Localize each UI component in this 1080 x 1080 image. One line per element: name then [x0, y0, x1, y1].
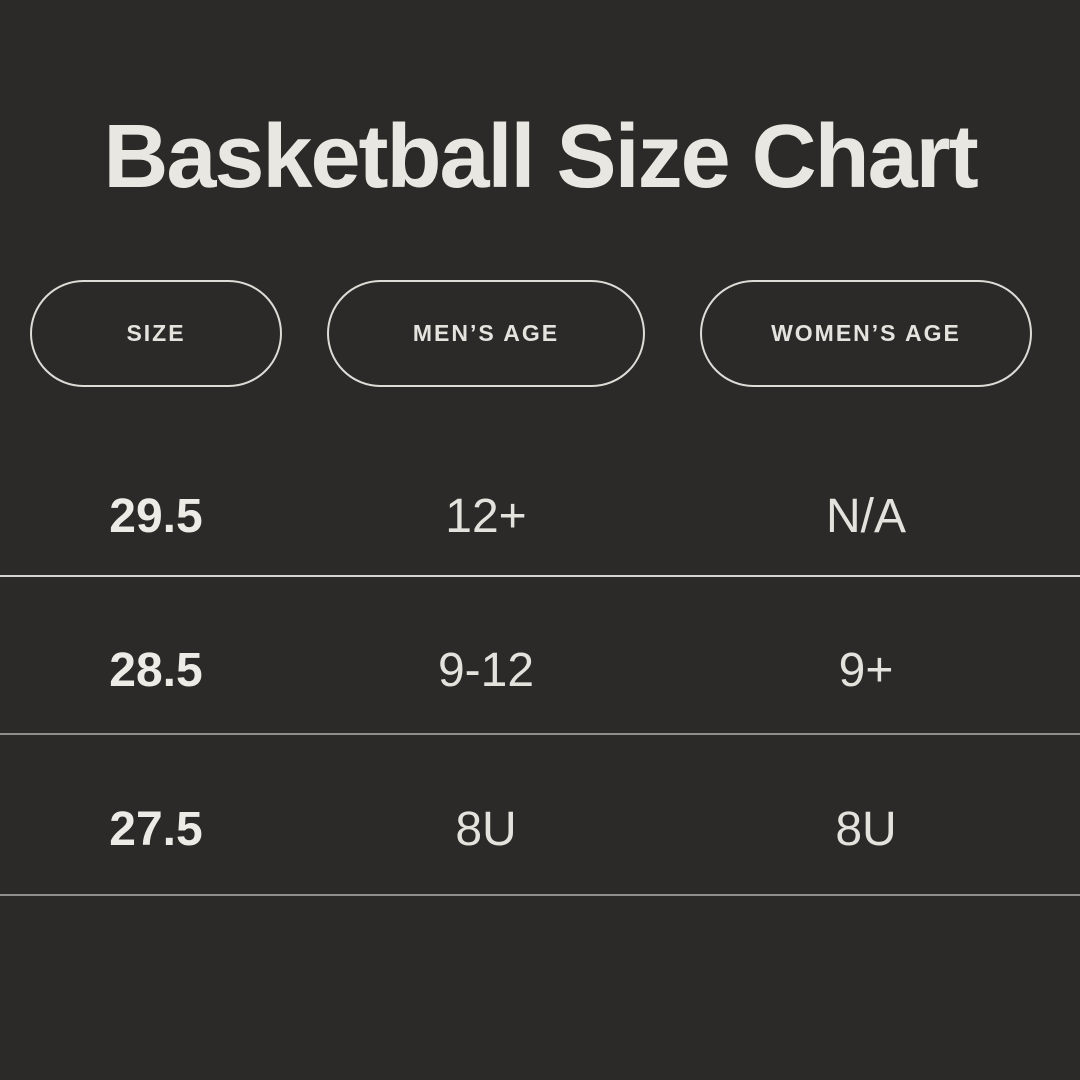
- cell-size: 29.5: [109, 489, 203, 543]
- cell-mens-age: 12+: [445, 489, 527, 543]
- header-label-womens-age: WOMEN’S AGE: [771, 320, 961, 346]
- header-label-mens-age: MEN’S AGE: [412, 320, 560, 346]
- header-pill-womens-age: WOMEN’S AGE: [700, 280, 1032, 387]
- cell-size: 28.5: [109, 643, 203, 697]
- table-header-row: SIZE MEN’S AGE WOMEN’S AGE: [0, 280, 1080, 387]
- cell-mens-age: 9-12: [437, 643, 535, 697]
- table-row: 29.5 12+ N/A: [0, 387, 1080, 577]
- header-pill-size: SIZE: [30, 280, 282, 387]
- cell-size: 27.5: [109, 803, 203, 856]
- page-title: Basketball Size Chart: [103, 107, 978, 207]
- header-pill-mens-age: MEN’S AGE: [327, 280, 645, 387]
- header-label-size: SIZE: [126, 320, 186, 346]
- table-row: 27.5 8U 8U: [0, 735, 1080, 896]
- cell-womens-age: 8U: [835, 803, 897, 856]
- cell-womens-age: 9+: [838, 643, 894, 697]
- table-row: 28.5 9-12 9+: [0, 577, 1080, 735]
- cell-womens-age: N/A: [825, 489, 906, 543]
- cell-mens-age: 8U: [455, 803, 517, 856]
